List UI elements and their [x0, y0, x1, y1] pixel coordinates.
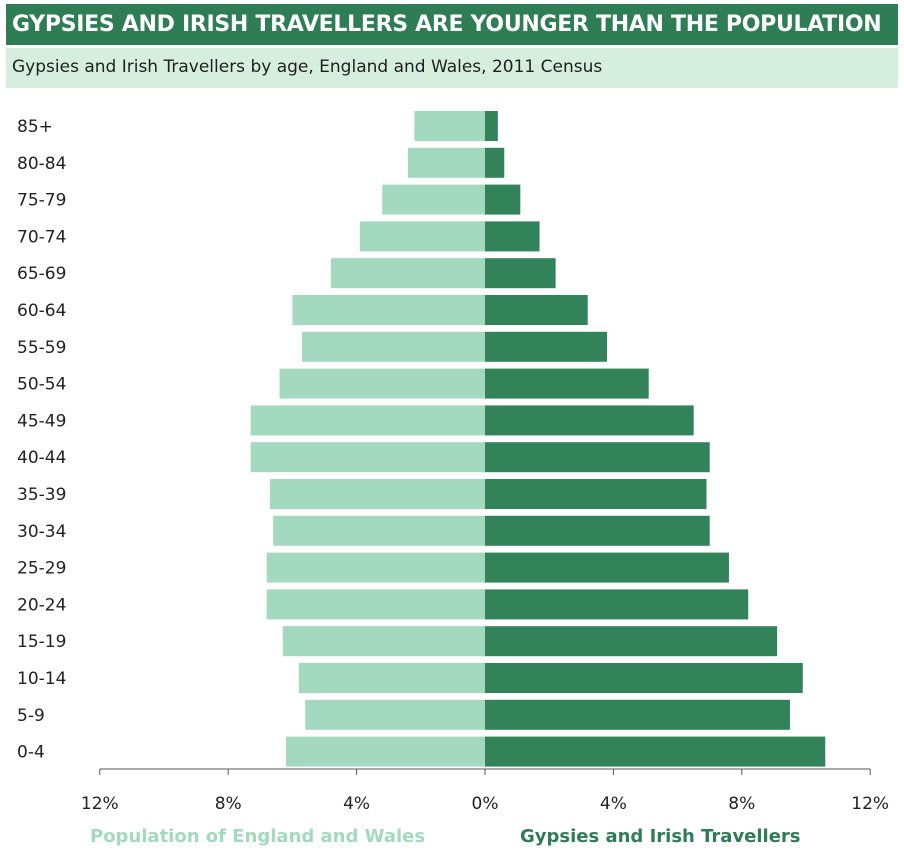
age-group-label: 50-54 — [17, 375, 66, 395]
bar-travellers — [485, 405, 694, 436]
bar-travellers — [485, 626, 778, 657]
bar-population — [359, 221, 485, 252]
bar-travellers — [485, 552, 729, 583]
age-group-label: 80-84 — [17, 154, 66, 174]
bar-population — [266, 552, 485, 583]
age-group-label: 70-74 — [17, 227, 66, 247]
bar-population — [298, 663, 485, 693]
bar-travellers — [485, 368, 649, 399]
bar-population — [273, 515, 485, 546]
bar-travellers — [485, 258, 556, 289]
bar-population — [269, 479, 485, 509]
bar-population — [285, 736, 485, 767]
x-tick-label: 0% — [472, 794, 499, 814]
bar-travellers — [485, 221, 540, 252]
bar-population — [282, 626, 485, 657]
age-group-label: 40-44 — [17, 448, 66, 468]
age-group-label: 30-34 — [17, 522, 66, 542]
x-tick-label: 8% — [215, 794, 242, 814]
bar-travellers — [485, 589, 749, 620]
bar-population — [330, 258, 485, 289]
legend-population: Population of England and Wales — [90, 826, 426, 847]
age-group-label: 85+ — [17, 117, 53, 137]
age-group-label: 15-19 — [17, 632, 66, 652]
x-tick-label: 12% — [851, 794, 889, 814]
bar-travellers — [485, 515, 710, 546]
bar-population — [292, 295, 485, 325]
age-group-label: 65-69 — [17, 264, 66, 284]
bar-population — [266, 589, 485, 620]
bar-population — [382, 184, 485, 215]
legend-travellers: Gypsies and Irish Travellers — [520, 826, 801, 847]
chart-title: GYPSIES AND IRISH TRAVELLERS ARE YOUNGER… — [6, 4, 898, 45]
bar-population — [302, 331, 485, 362]
bar-travellers — [485, 184, 521, 215]
age-group-label: 45-49 — [17, 411, 66, 431]
bar-travellers — [485, 295, 588, 325]
chart-subtitle: Gypsies and Irish Travellers by age, Eng… — [6, 48, 898, 88]
x-tick-label: 12% — [81, 794, 119, 814]
bar-travellers — [485, 663, 803, 693]
bar-travellers — [485, 736, 826, 767]
bar-population — [279, 368, 485, 399]
bar-population — [250, 442, 485, 473]
bar-travellers — [485, 699, 790, 730]
bar-population — [305, 699, 485, 730]
age-group-label: 0-4 — [17, 743, 45, 763]
bar-travellers — [485, 111, 498, 141]
bar-population — [414, 111, 485, 141]
bar-travellers — [485, 479, 707, 509]
age-group-label: 5-9 — [17, 706, 45, 726]
age-group-label: 75-79 — [17, 191, 66, 211]
age-group-label: 55-59 — [17, 338, 66, 358]
bar-population — [250, 405, 485, 436]
x-tick-label: 4% — [600, 794, 627, 814]
age-group-label: 20-24 — [17, 595, 66, 615]
age-group-label: 35-39 — [17, 485, 66, 505]
bar-travellers — [485, 147, 505, 178]
bar-travellers — [485, 331, 607, 362]
x-tick-label: 8% — [728, 794, 755, 814]
age-group-label: 10-14 — [17, 669, 66, 689]
bar-population — [407, 147, 485, 178]
x-tick-label: 4% — [343, 794, 370, 814]
age-group-label: 60-64 — [17, 301, 66, 321]
age-group-label: 25-29 — [17, 559, 66, 579]
bar-travellers — [485, 442, 710, 473]
